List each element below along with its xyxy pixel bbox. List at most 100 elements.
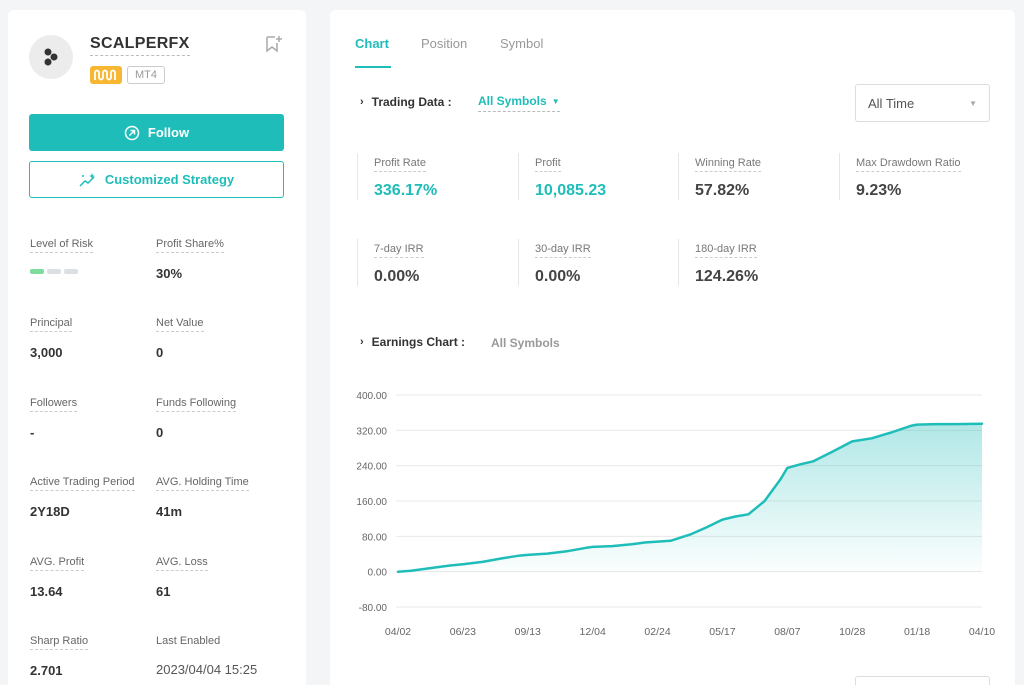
customized-strategy-button[interactable]: Customized Strategy <box>29 161 284 198</box>
earnings-symbol-label: All Symbols <box>491 336 560 350</box>
followers-value: - <box>30 425 35 440</box>
metric-value: 0.00% <box>374 268 420 285</box>
profit-share-value: 30% <box>156 266 183 281</box>
profit-share-stat: Profit Share% 30% <box>156 234 224 281</box>
active-period-value: 2Y18D <box>30 504 70 519</box>
y-tick-label: 400.00 <box>356 391 387 402</box>
principal-stat: Principal 3,000 <box>30 313 73 360</box>
metric-7day-irr: 7-day IRR 0.00% <box>357 239 424 286</box>
net-value-stat: Net Value 0 <box>156 313 204 360</box>
trader-profile-panel: SCALPERFX MT4 Follow Customized Strategy… <box>8 10 306 685</box>
x-tick-label: 08/07 <box>774 626 800 638</box>
x-tick-label: 05/17 <box>709 626 735 638</box>
metric-profit-rate: Profit Rate 336.17% <box>357 153 437 200</box>
metric-winning-rate: Winning Rate 57.82% <box>678 153 762 200</box>
followers-label: Followers <box>30 397 78 412</box>
metric-value: 9.23% <box>856 182 902 199</box>
sharp-ratio-stat: Sharp Ratio 2.701 <box>30 631 89 678</box>
trading-data-header[interactable]: › Trading Data : <box>360 95 452 109</box>
tab-symbol[interactable]: Symbol <box>500 36 544 51</box>
metric-value: 57.82% <box>695 182 750 199</box>
active-period-stat: Active Trading Period 2Y18D <box>30 472 135 519</box>
risk-label: Level of Risk <box>30 238 93 253</box>
active-period-label: Active Trading Period <box>30 476 135 491</box>
avatar <box>29 35 73 79</box>
metric-value: 336.17% <box>374 182 438 199</box>
earnings-chart: 400.00 320.00 240.00 160.00 80.00 0.00 -80.00 0… <box>356 391 995 638</box>
net-value-label: Net Value <box>156 317 204 332</box>
metric-value: 124.26% <box>695 268 759 285</box>
follow-button[interactable]: Follow <box>29 114 284 151</box>
metric-label: 7-day IRR <box>374 243 424 258</box>
x-tick-label: 04/02 <box>385 626 411 638</box>
caret-down-icon: ▼ <box>969 98 977 108</box>
y-tick-label: 240.00 <box>356 462 387 473</box>
metric-label: Winning Rate <box>695 157 762 172</box>
tab-position[interactable]: Position <box>421 36 468 51</box>
metric-30day-irr: 30-day IRR 0.00% <box>518 239 591 286</box>
funds-following-label: Funds Following <box>156 397 237 412</box>
profit-share-label: Profit Share% <box>156 238 224 253</box>
metric-max-drawdown: Max Drawdown Ratio 9.23% <box>839 153 961 200</box>
time-range-value: All Time <box>868 95 915 111</box>
x-tick-label: 04/10 <box>969 626 995 638</box>
x-tick-label: 06/23 <box>450 626 476 638</box>
y-tick-label: 0.00 <box>368 568 388 579</box>
avg-loss-value: 61 <box>156 584 171 599</box>
risk-stat: Level of Risk <box>30 234 93 274</box>
sparkle-chart-icon <box>79 172 95 187</box>
y-tick-label: 80.00 <box>362 532 387 543</box>
x-tick-label: 09/13 <box>515 626 541 638</box>
metric-value: 0.00% <box>535 268 581 285</box>
metric-label: 180-day IRR <box>695 243 757 258</box>
funds-following-stat: Funds Following 0 <box>156 393 237 440</box>
funds-following-value: 0 <box>156 425 164 440</box>
avg-profit-label: AVG. Profit <box>30 556 85 571</box>
net-value-value: 0 <box>156 345 164 360</box>
x-tick-label: 02/24 <box>644 626 670 638</box>
signal-wave-icon <box>94 69 116 81</box>
avg-holding-label: AVG. Holding Time <box>156 476 249 491</box>
last-enabled-label: Last Enabled <box>156 635 221 647</box>
sharp-ratio-label: Sharp Ratio <box>30 635 89 650</box>
follow-label: Follow <box>147 125 190 140</box>
metric-label: 30-day IRR <box>535 243 591 258</box>
risk-level-bars <box>30 269 93 274</box>
y-tick-label: -80.00 <box>359 603 388 614</box>
avg-profit-stat: AVG. Profit 13.64 <box>30 552 85 599</box>
signal-badge <box>90 66 122 84</box>
symbol-filter-dropdown[interactable]: All Symbols ▼ <box>478 94 560 112</box>
bookmark-add-icon[interactable] <box>264 34 284 59</box>
metric-label: Max Drawdown Ratio <box>856 157 961 172</box>
x-tick-label: 01/18 <box>904 626 930 638</box>
detail-panel: Chart Position Symbol › Trading Data : A… <box>330 10 1015 685</box>
avg-holding-stat: AVG. Holding Time 41m <box>156 472 249 519</box>
symbol-filter-label: All Symbols <box>478 94 547 108</box>
logo-dots-icon <box>44 48 58 66</box>
metric-profit: Profit 10,085.23 <box>518 153 606 200</box>
risk-bar-segment <box>64 269 78 274</box>
metric-value: 10,085.23 <box>535 182 607 199</box>
earnings-chart-header[interactable]: › Earnings Chart : <box>360 335 465 349</box>
chevron-right-icon: › <box>360 96 364 108</box>
time-range-select[interactable]: All Time ▼ <box>855 84 990 122</box>
caret-down-icon: ▼ <box>551 97 560 107</box>
customized-strategy-label: Customized Strategy <box>104 172 235 187</box>
platform-badge: MT4 <box>127 66 165 84</box>
principal-value: 3,000 <box>30 345 63 360</box>
risk-bar-segment <box>30 269 44 274</box>
chevron-right-icon: › <box>360 336 364 348</box>
tab-chart[interactable]: Chart <box>355 36 389 51</box>
earnings-chart-title: Earnings Chart : <box>371 335 466 349</box>
secondary-select[interactable] <box>855 676 990 685</box>
last-enabled-stat: Last Enabled 2023/04/04 15:25 <box>156 631 257 677</box>
trading-data-title: Trading Data : <box>371 95 452 109</box>
risk-bar-segment <box>47 269 61 274</box>
principal-label: Principal <box>30 317 73 332</box>
followers-stat: Followers - <box>30 393 78 440</box>
trader-name: SCALPERFX <box>90 35 190 56</box>
metric-label: Profit <box>535 157 561 172</box>
sharp-ratio-value: 2.701 <box>30 663 63 678</box>
avg-loss-label: AVG. Loss <box>156 556 208 571</box>
active-tab-indicator <box>355 66 391 68</box>
